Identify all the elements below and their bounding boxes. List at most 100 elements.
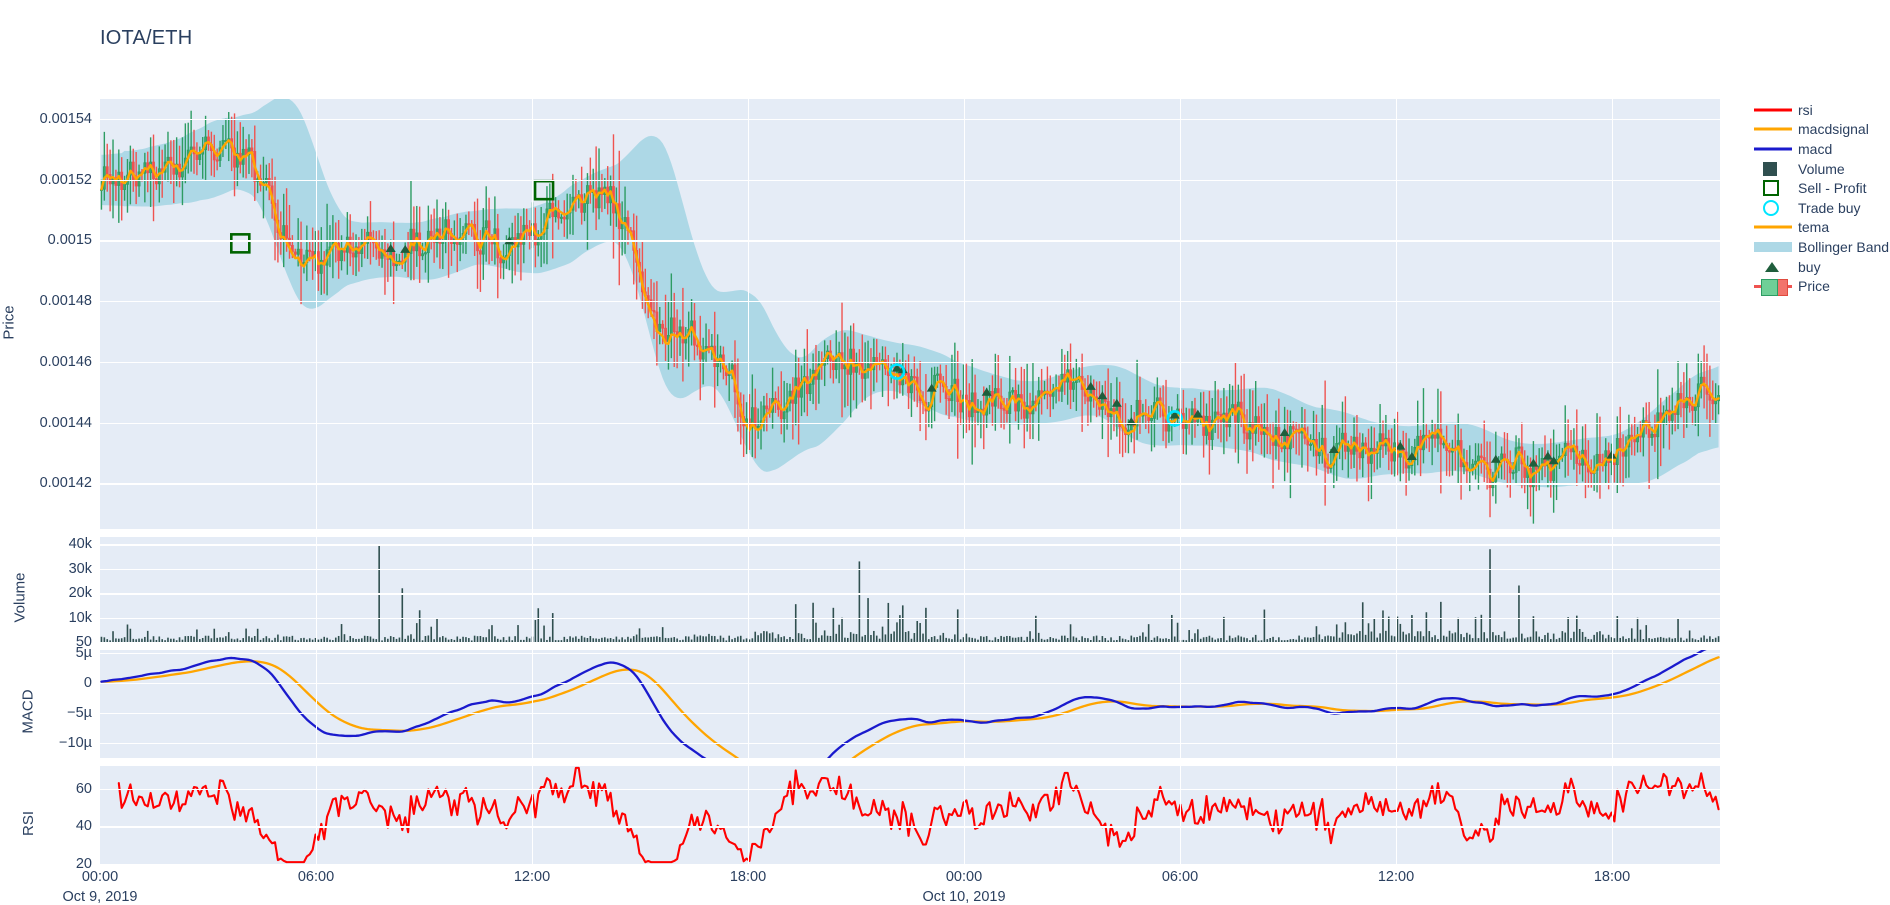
vertical-gridline [532,537,533,642]
y-tick-label: 20 [0,856,92,872]
y-tick-label: 0.00146 [0,354,92,370]
y-tick-label: 0.00154 [0,111,92,127]
vertical-gridline [316,650,317,758]
vertical-gridline [964,766,965,864]
volume-axis-title: Volume [12,572,29,622]
candlestick-swatch [1752,277,1794,296]
vertical-gridline [316,99,317,529]
horizontal-gridline [100,240,1720,241]
legend-item-label: tema [1794,219,1829,235]
vertical-gridline [532,99,533,529]
horizontal-gridline [100,423,1720,424]
vertical-gridline [1180,650,1181,758]
sell-profit-square-marker [231,234,249,252]
legend-item-sell-profit[interactable]: Sell - Profit [1752,178,1887,198]
line-swatch [1752,139,1794,158]
legend-item-label: macdsignal [1794,121,1869,137]
rsi-axis-title: RSI [20,811,37,836]
horizontal-gridline [100,826,1720,827]
horizontal-gridline [100,362,1720,363]
legend-item-label: Trade buy [1794,200,1861,216]
horizontal-gridline [100,544,1720,545]
candlestick-series [100,111,1719,524]
triangle-up-swatch [1752,257,1794,276]
macd-chart-svg [100,650,1720,758]
bollinger-band-area [101,99,1718,487]
vertical-gridline [964,650,965,758]
y-tick-label: 0.0015 [0,232,92,248]
horizontal-gridline [100,180,1720,181]
vertical-gridline [1180,766,1181,864]
y-tick-label: 40k [0,536,92,552]
y-tick-label: 60 [0,781,92,797]
legend-item-label: rsi [1794,102,1813,118]
macd-line [101,650,1718,758]
horizontal-gridline [100,593,1720,594]
legend-item-rsi[interactable]: rsi [1752,100,1887,120]
legend-item-bollinger-band[interactable]: Bollinger Band [1752,237,1887,257]
vertical-gridline [1396,766,1397,864]
legend-item-macdsignal[interactable]: macdsignal [1752,120,1887,140]
vertical-gridline [1612,766,1613,864]
vertical-gridline [1612,537,1613,642]
vertical-gridline [1396,537,1397,642]
vertical-gridline [1180,537,1181,642]
vertical-gridline [1612,99,1613,529]
y-tick-label: 0.00144 [0,415,92,431]
page-title: IOTA/ETH [100,27,192,50]
legend-item-tema[interactable]: tema [1752,218,1887,238]
x-tick-label: 12:00 [1378,869,1414,885]
x-tick-label: 00:00 [946,869,982,885]
x-tick-label: 00:00 [82,869,118,885]
line-swatch [1752,100,1794,119]
vertical-gridline [1180,99,1181,529]
legend-item-volume[interactable]: Volume [1752,159,1887,179]
horizontal-gridline [100,653,1720,654]
vertical-gridline [748,99,749,529]
legend-item-label: Volume [1794,161,1845,177]
macd-axis-title: MACD [20,689,37,733]
price-axis-title: Price [1,305,18,339]
vertical-gridline [316,537,317,642]
y-tick-label: −10µ [0,735,92,751]
horizontal-gridline [100,301,1720,302]
legend-item-label: Sell - Profit [1794,180,1866,196]
price-plot-area [100,99,1720,529]
macd-plot-area [100,650,1720,758]
chart-legend: rsi macdsignal macd Volume Sell - Profit Trad… [1752,100,1887,296]
legend-item-buy[interactable]: buy [1752,257,1887,277]
vertical-gridline [964,537,965,642]
price-chart-svg [100,99,1720,529]
volume-chart-svg [100,537,1720,642]
y-tick-label: 0.00142 [0,475,92,491]
x-tick-label: 12:00 [514,869,550,885]
rsi-line [119,768,1719,862]
volume-plot-area [100,537,1720,642]
vertical-gridline [316,766,317,864]
legend-item-trade-buy[interactable]: Trade buy [1752,198,1887,218]
open-square-swatch [1752,179,1794,198]
legend-item-label: Price [1794,278,1830,294]
line-swatch [1752,218,1794,237]
y-tick-label: 40 [0,818,92,834]
vertical-gridline [1396,650,1397,758]
rsi-chart-svg [100,766,1720,864]
vertical-gridline [748,537,749,642]
horizontal-gridline [100,483,1720,484]
y-tick-label: 0.00152 [0,172,92,188]
vertical-gridline [748,766,749,864]
horizontal-gridline [100,569,1720,570]
vertical-gridline [532,766,533,864]
vertical-gridline [1396,99,1397,529]
vertical-gridline [1612,650,1613,758]
vertical-gridline [964,99,965,529]
horizontal-gridline [100,618,1720,619]
open-circle-swatch [1752,198,1794,217]
legend-item-label: buy [1794,259,1821,275]
legend-item-label: macd [1794,141,1832,157]
vertical-gridline [532,650,533,758]
legend-item-price[interactable]: Price [1752,276,1887,296]
legend-item-macd[interactable]: macd [1752,139,1887,159]
horizontal-gridline [100,119,1720,120]
horizontal-gridline [100,789,1720,790]
